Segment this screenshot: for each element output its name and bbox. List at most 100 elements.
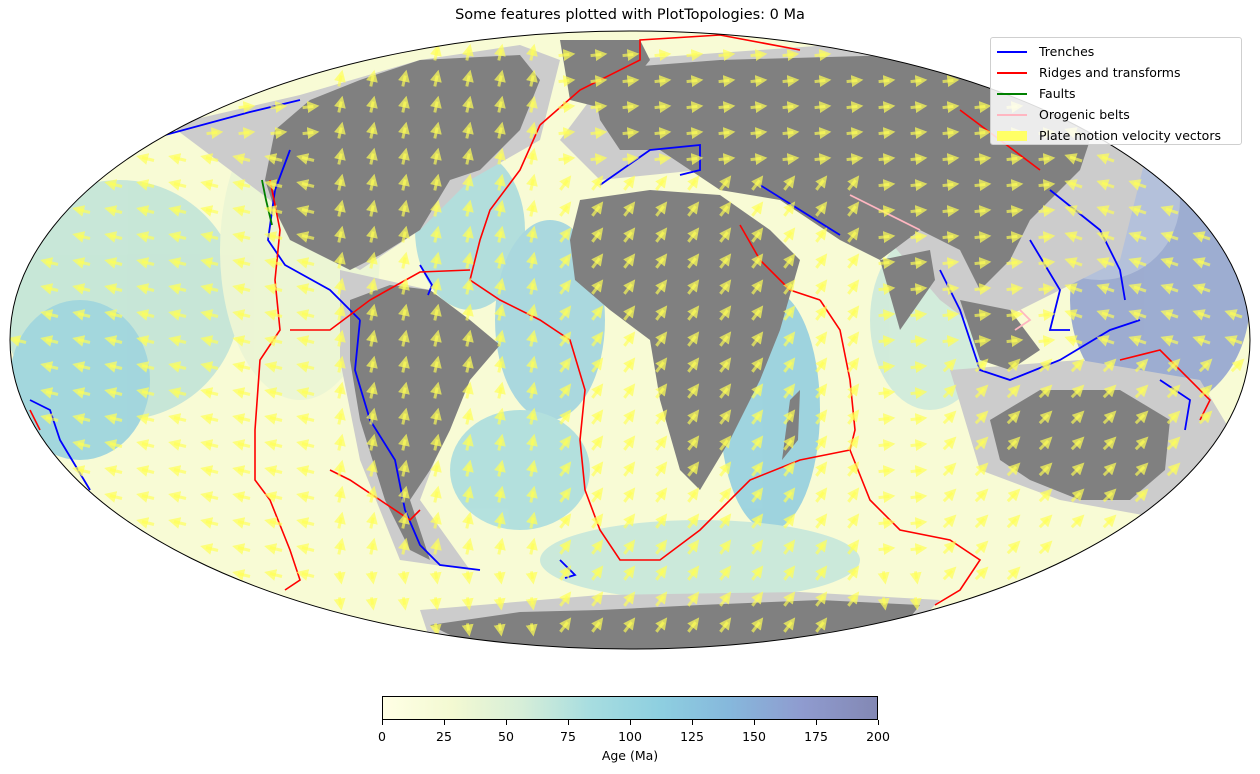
velocity-vector — [1102, 462, 1117, 477]
velocity-vector — [526, 147, 538, 165]
velocity-vector — [623, 591, 636, 607]
velocity-vector — [910, 205, 928, 218]
velocity-vector — [751, 617, 764, 633]
velocity-vector — [655, 591, 668, 607]
velocity-vector — [846, 101, 864, 114]
velocity-vector — [366, 121, 378, 139]
velocity-vector — [430, 43, 442, 61]
velocity-vector — [974, 358, 989, 373]
velocity-vector — [1166, 462, 1181, 477]
velocity-vector — [200, 491, 219, 503]
velocity-vector — [910, 491, 928, 504]
velocity-vector — [942, 540, 957, 555]
velocity-vector — [366, 459, 378, 477]
velocity-vector — [655, 617, 668, 633]
velocity-vector — [783, 331, 796, 347]
velocity-vector — [815, 227, 828, 243]
velocity-vector — [847, 409, 860, 425]
velocity-vector — [334, 355, 346, 373]
velocity-vector — [559, 305, 572, 321]
velocity-vector — [591, 435, 604, 451]
colorbar-title: Age (Ma) — [601, 748, 659, 763]
velocity-vector — [494, 147, 506, 165]
velocity-vector — [719, 435, 732, 451]
velocity-vector — [878, 543, 896, 556]
legend-label-ridges: Ridges and transforms — [1039, 65, 1181, 80]
velocity-vector — [200, 439, 219, 451]
velocity-vector — [878, 205, 896, 218]
velocity-vector — [494, 69, 506, 87]
velocity-vector — [200, 257, 219, 269]
velocity-vector — [366, 225, 378, 243]
velocity-vector — [622, 75, 640, 88]
velocity-vector — [623, 513, 636, 529]
velocity-vector — [719, 539, 732, 555]
velocity-vector — [334, 95, 346, 113]
velocity-vector — [815, 383, 828, 399]
velocity-vector — [168, 257, 187, 269]
velocity-vector — [334, 199, 346, 217]
velocity-vector — [136, 283, 155, 295]
velocity-vector — [462, 173, 474, 191]
velocity-vector — [751, 383, 764, 399]
velocity-vector — [559, 435, 572, 451]
velocity-vector — [398, 95, 410, 113]
velocity-vector — [1134, 462, 1149, 477]
velocity-vector — [974, 283, 992, 296]
velocity-vector — [104, 413, 123, 425]
velocity-vector — [1070, 384, 1085, 399]
velocity-vector — [718, 49, 736, 62]
velocity-vector — [878, 179, 896, 192]
velocity-vector — [751, 201, 764, 217]
velocity-vector — [1192, 231, 1211, 243]
velocity-vector — [264, 179, 283, 191]
legend-item-faults: Faults — [991, 83, 1241, 104]
velocity-vector — [366, 407, 378, 425]
velocity-vector — [559, 331, 572, 347]
velocity-vector — [232, 231, 251, 243]
velocity-vector — [1224, 335, 1243, 347]
velocity-vector — [430, 95, 442, 113]
velocity-vector — [750, 101, 768, 114]
velocity-vector — [559, 513, 572, 529]
legend-label-orogenic-belts: Orogenic belts — [1039, 107, 1130, 122]
velocity-vector — [72, 413, 91, 425]
velocity-vector — [200, 543, 219, 555]
velocity-vector — [782, 101, 800, 114]
velocity-vector — [1006, 358, 1021, 373]
velocity-vector — [1006, 205, 1024, 218]
velocity-vector — [232, 257, 251, 269]
velocity-vector — [815, 487, 828, 503]
velocity-vector — [1038, 462, 1053, 477]
velocity-vector — [655, 435, 668, 451]
velocity-vector — [1096, 335, 1115, 347]
velocity-vector — [200, 517, 219, 529]
legend-label-faults: Faults — [1039, 86, 1076, 101]
velocity-vector — [493, 597, 506, 611]
velocity-vector — [655, 279, 668, 295]
velocity-vector — [623, 227, 636, 243]
velocity-vector — [526, 485, 538, 503]
velocity-vector — [104, 257, 123, 269]
velocity-vector — [398, 511, 410, 529]
velocity-vector — [847, 331, 860, 347]
velocity-vector — [782, 49, 800, 62]
velocity-vector — [136, 179, 155, 191]
velocity-vector — [590, 153, 608, 166]
velocity-vector — [1192, 257, 1211, 269]
plate-motion-velocity-vectors — [10, 43, 1245, 637]
velocity-vector — [559, 227, 572, 243]
velocity-vector — [974, 514, 989, 529]
velocity-vector — [942, 231, 960, 244]
velocity-vector — [1134, 384, 1149, 399]
velocity-vector — [104, 179, 123, 191]
velocity-vector — [591, 461, 604, 477]
velocity-vector — [815, 591, 828, 607]
velocity-vector — [846, 153, 864, 166]
velocity-vector — [847, 461, 860, 477]
velocity-vector — [232, 413, 251, 425]
velocity-vector — [719, 227, 732, 243]
velocity-vector — [1102, 410, 1117, 425]
velocity-vector — [40, 413, 59, 425]
velocity-vector — [462, 303, 474, 321]
